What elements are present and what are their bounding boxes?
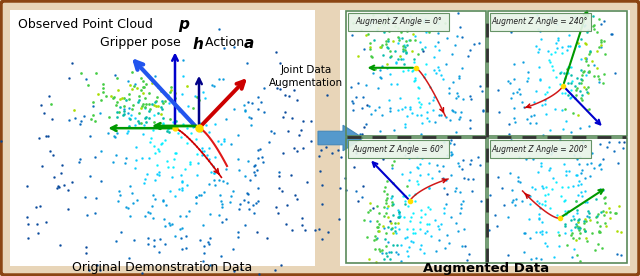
Text: Augmented Data: Augmented Data xyxy=(424,262,550,275)
Bar xyxy=(488,138,627,263)
Text: $\boldsymbol{p}$: $\boldsymbol{p}$ xyxy=(178,18,191,34)
FancyBboxPatch shape xyxy=(490,13,591,31)
Bar xyxy=(346,138,486,263)
Text: Augment Z Angle = 60°: Augment Z Angle = 60° xyxy=(353,145,444,153)
Text: Gripper pose: Gripper pose xyxy=(100,36,180,49)
Text: Augment Z Angle = 0°: Augment Z Angle = 0° xyxy=(355,17,442,26)
Text: Action: Action xyxy=(205,36,248,49)
Text: $\boldsymbol{h}$: $\boldsymbol{h}$ xyxy=(192,36,204,52)
Bar xyxy=(346,11,486,136)
Text: Observed Point Cloud: Observed Point Cloud xyxy=(18,18,157,31)
FancyArrow shape xyxy=(318,125,363,151)
Text: Joint Data
Augmentation: Joint Data Augmentation xyxy=(269,65,343,88)
Text: Augment Z Angle = 200°: Augment Z Angle = 200° xyxy=(492,145,588,153)
FancyBboxPatch shape xyxy=(348,13,449,31)
Bar xyxy=(10,10,315,266)
FancyBboxPatch shape xyxy=(490,140,591,158)
Text: $\boldsymbol{a}$: $\boldsymbol{a}$ xyxy=(243,36,254,51)
Text: Augment Z Angle = 240°: Augment Z Angle = 240° xyxy=(492,17,588,26)
FancyBboxPatch shape xyxy=(348,140,449,158)
Text: Original Demonstration Data: Original Demonstration Data xyxy=(72,261,252,274)
Bar xyxy=(488,11,627,136)
Bar xyxy=(340,10,630,266)
